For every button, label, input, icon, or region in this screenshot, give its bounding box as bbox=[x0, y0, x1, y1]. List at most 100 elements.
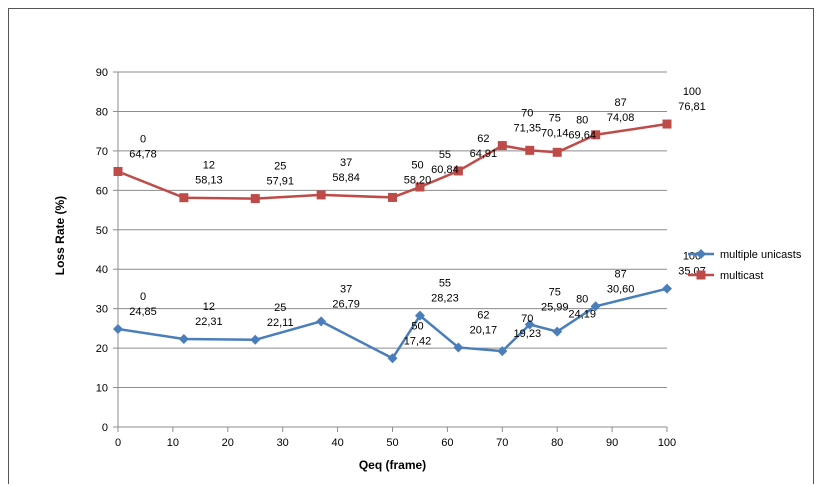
data-point-marker bbox=[552, 326, 563, 337]
y-axis-title: Loss Rate (%) bbox=[53, 196, 67, 275]
y-tick-label: 30 bbox=[96, 304, 108, 316]
data-label-y: 25,99 bbox=[541, 301, 569, 313]
data-label-x: 62 bbox=[477, 133, 489, 145]
data-point-marker bbox=[250, 334, 261, 345]
data-label-x: 25 bbox=[274, 161, 286, 173]
x-tick-label: 50 bbox=[386, 437, 398, 449]
x-axis-title: Qeq (frame) bbox=[359, 458, 426, 472]
data-point-marker bbox=[388, 192, 397, 202]
y-tick-label: 90 bbox=[96, 67, 108, 79]
x-tick-label: 100 bbox=[658, 437, 676, 449]
data-label-y: 24,85 bbox=[129, 306, 157, 318]
data-point-marker bbox=[179, 193, 189, 203]
series-line-0 bbox=[117, 287, 668, 360]
x-tick-label: 70 bbox=[496, 437, 508, 449]
data-point-marker bbox=[453, 342, 464, 353]
data-label-y: 22,11 bbox=[267, 317, 294, 329]
y-tick-label: 40 bbox=[96, 264, 108, 276]
y-tick-label: 20 bbox=[96, 343, 108, 355]
data-point-marker bbox=[415, 182, 425, 192]
data-point-marker bbox=[525, 145, 535, 155]
y-tick-label: 50 bbox=[96, 225, 108, 237]
data-label-x: 75 bbox=[549, 286, 561, 298]
data-label-x: 25 bbox=[274, 302, 286, 314]
data-label-x: 50 bbox=[411, 159, 423, 171]
data-label-x: 0 bbox=[140, 133, 146, 145]
data-label-x: 87 bbox=[615, 97, 627, 109]
data-labels: 0 24,85 12 22,31 25 22,11 37 26,79 50 17,42 55 28,2… bbox=[129, 86, 706, 347]
data-label-y: 70,14 bbox=[541, 127, 569, 139]
data-label-y: 22,31 bbox=[195, 316, 223, 328]
legend-marker-1 bbox=[696, 270, 706, 280]
series-line-1 bbox=[117, 122, 668, 200]
data-point-marker bbox=[113, 323, 123, 334]
data-point-marker bbox=[662, 283, 672, 294]
data-label-x: 12 bbox=[203, 301, 215, 313]
data-label-x: 0 bbox=[140, 291, 146, 303]
data-label-x: 55 bbox=[439, 149, 451, 161]
legend-marker-0 bbox=[696, 249, 706, 259]
data-label-y: 30,60 bbox=[607, 283, 635, 295]
data-label-y: 64,78 bbox=[129, 148, 157, 160]
data-label-y: 20,17 bbox=[470, 324, 498, 336]
data-point-marker bbox=[552, 147, 562, 157]
data-label-x: 100 bbox=[683, 86, 701, 98]
data-label-y: 19,23 bbox=[514, 328, 542, 340]
data-point-marker bbox=[497, 346, 508, 357]
data-label-y: 64,91 bbox=[470, 148, 498, 160]
data-point-marker bbox=[178, 333, 189, 344]
legend-entry-0: multiple unicasts bbox=[720, 249, 802, 261]
x-tick-label: 90 bbox=[606, 437, 618, 449]
data-label-y: 24,19 bbox=[568, 309, 596, 321]
data-label-y: 17,42 bbox=[404, 335, 432, 347]
data-label-x: 70 bbox=[521, 108, 533, 120]
data-label-y: 57,91 bbox=[266, 176, 294, 188]
legend: multiple unicasts multicast bbox=[688, 249, 802, 282]
data-point-marker bbox=[497, 141, 507, 151]
data-point-marker bbox=[113, 166, 123, 176]
data-point-marker bbox=[316, 190, 326, 200]
data-point-marker bbox=[591, 130, 601, 140]
data-label-x: 80 bbox=[576, 114, 588, 126]
data-label-y: 69,64 bbox=[568, 129, 596, 141]
data-point-marker bbox=[250, 194, 260, 204]
data-label-y: 58,20 bbox=[404, 174, 432, 186]
data-point-marker bbox=[387, 353, 398, 364]
legend-entry-1: multicast bbox=[720, 270, 763, 282]
data-point-marker bbox=[316, 316, 327, 327]
data-label-x: 70 bbox=[521, 313, 533, 325]
data-label-x: 62 bbox=[477, 309, 489, 321]
y-tick-label: 80 bbox=[96, 106, 108, 118]
series-lines bbox=[113, 119, 672, 364]
data-point-marker bbox=[453, 166, 463, 176]
data-point-marker bbox=[662, 119, 672, 129]
chart-frame bbox=[8, 8, 814, 484]
data-label-y: 58,13 bbox=[195, 175, 223, 187]
data-label-y: 71,35 bbox=[514, 123, 542, 135]
data-label-x: 12 bbox=[203, 160, 215, 172]
x-tick-label: 80 bbox=[551, 437, 563, 449]
data-point-marker bbox=[414, 310, 425, 321]
axes: 0 10 20 30 40 50 60 70 80 90 0 10 20 30 40 50 60 70 80 90 10… bbox=[96, 67, 676, 449]
grid-lines bbox=[118, 71, 667, 389]
data-label-x: 50 bbox=[411, 320, 423, 332]
x-tick-label: 40 bbox=[331, 437, 343, 449]
x-tick-label: 30 bbox=[277, 437, 289, 449]
x-tick-label: 20 bbox=[222, 437, 234, 449]
y-tick-label: 70 bbox=[96, 146, 108, 158]
data-label-x: 75 bbox=[549, 112, 561, 124]
data-label-x: 37 bbox=[340, 283, 352, 295]
data-label-x: 80 bbox=[576, 294, 588, 306]
y-tick-label: 60 bbox=[96, 185, 108, 197]
y-tick-label: 0 bbox=[102, 422, 108, 434]
data-label-x: 87 bbox=[615, 268, 627, 280]
data-label-y: 76,81 bbox=[678, 101, 706, 113]
data-label-x: 37 bbox=[340, 157, 352, 169]
data-label-y: 58,84 bbox=[332, 172, 360, 184]
data-label-x: 55 bbox=[439, 278, 451, 290]
x-tick-label: 60 bbox=[441, 437, 453, 449]
data-label-y: 26,79 bbox=[332, 298, 360, 310]
data-point-marker bbox=[524, 319, 535, 330]
data-point-marker bbox=[590, 301, 601, 312]
